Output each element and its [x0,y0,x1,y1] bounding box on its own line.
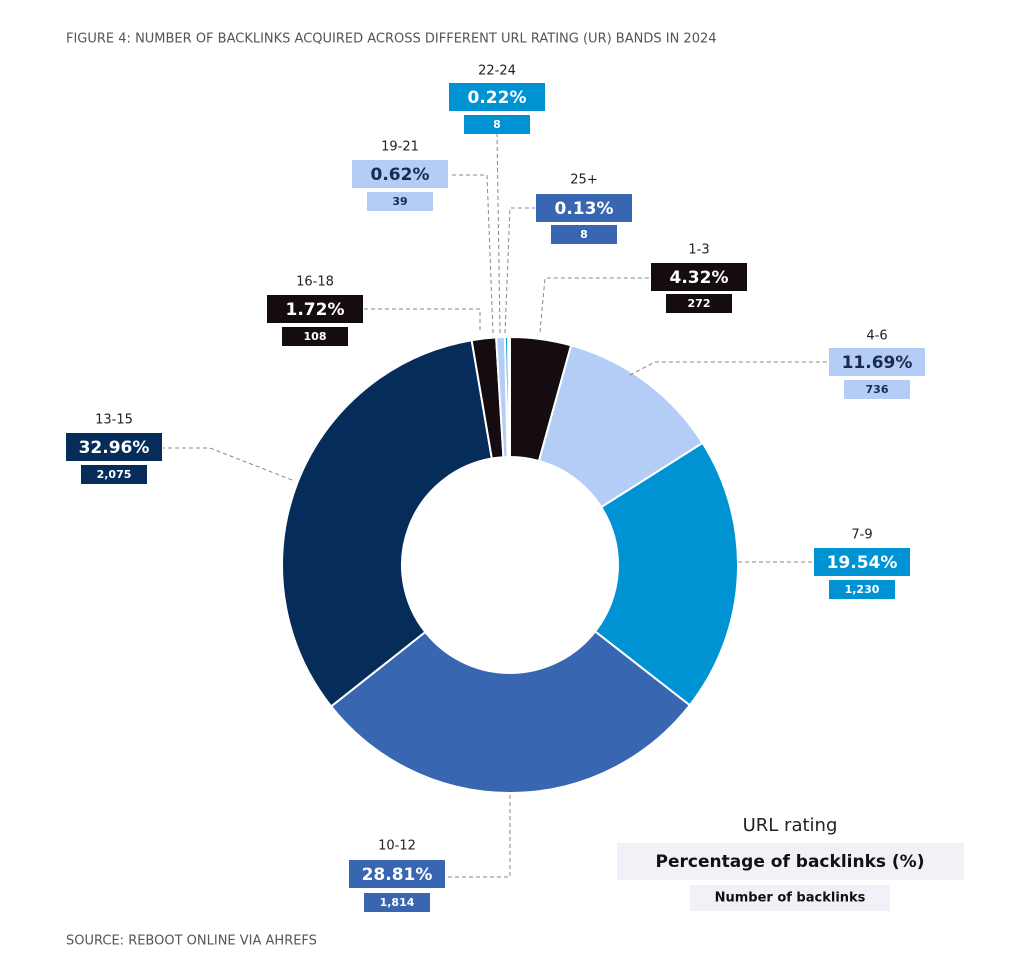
category-label: 25+ [570,173,597,188]
leader-line [446,795,511,878]
count-box [551,225,617,244]
percent-box [449,83,545,111]
source: SOURCE: REBOOT ONLINE VIA AHREFS [66,934,317,949]
legend-box [690,885,890,911]
category-label: 13-15 [95,413,133,428]
count-label: 8 [580,228,588,241]
count-label: 39 [392,195,407,208]
count-box [367,192,433,211]
donut-slice [593,441,739,707]
count-label: 1,814 [380,896,415,909]
percent-label: 0.13% [555,199,614,219]
legend-entry: Percentage of backlinks (%) [656,852,925,872]
leader-line [539,277,651,333]
donut-slice [329,630,692,794]
legend-title: URL rating [743,815,838,836]
donut-slice [281,339,493,708]
count-box [464,115,530,134]
percent-box [829,348,925,376]
count-label: 108 [304,330,327,343]
category-label: 16-18 [296,275,334,290]
count-box [81,465,147,484]
category-label: 1-3 [688,243,709,258]
count-box [844,380,910,399]
percent-label: 1.72% [286,300,345,320]
percent-box [651,263,747,291]
count-box [829,580,895,599]
category-label: 7-9 [851,528,872,543]
count-box [282,327,348,346]
count-label: 736 [866,383,889,396]
count-label: 8 [493,118,501,131]
count-box [364,893,430,912]
donut-slice [507,335,511,459]
leader-line [364,308,481,330]
count-label: 272 [688,297,711,310]
percent-box [66,433,162,461]
legend-entry: Number of backlinks [715,891,866,906]
percent-box [352,160,448,188]
category-label: 10-12 [378,839,416,854]
percent-label: 32.96% [79,438,150,458]
leader-line [449,174,494,334]
percent-label: 0.22% [468,88,527,108]
percent-box [814,548,910,576]
percent-box [349,860,445,888]
percent-label: 0.62% [371,165,430,185]
percent-box [536,194,632,222]
percent-box [267,295,363,323]
leader-line [629,361,829,376]
category-label: 4-6 [866,329,887,344]
percent-label: 28.81% [362,865,433,885]
count-label: 1,230 [845,583,880,596]
legend-box [617,843,964,880]
count-box [666,294,732,313]
leader-line [496,132,501,334]
leader-line [163,447,293,481]
category-label: 19-21 [381,140,419,155]
percent-label: 4.32% [670,268,729,288]
percent-label: 11.69% [842,353,913,373]
category-label: 22-24 [478,64,516,79]
count-label: 2,075 [97,468,132,481]
leader-line [504,207,535,334]
percent-label: 19.54% [827,553,898,573]
chart-title: FIGURE 4: NUMBER OF BACKLINKS ACQUIRED A… [66,32,717,47]
